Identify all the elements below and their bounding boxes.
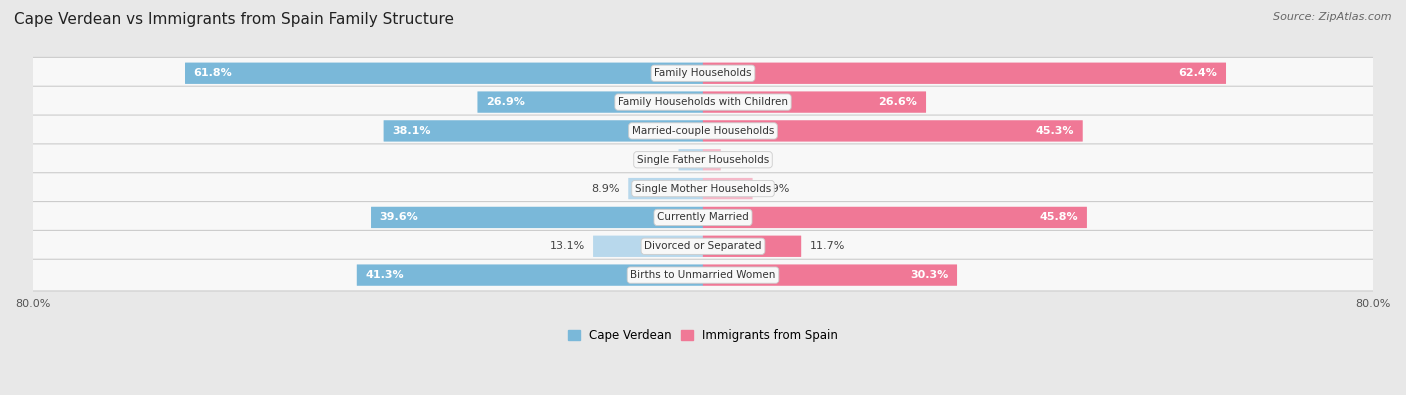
Text: Divorced or Separated: Divorced or Separated — [644, 241, 762, 251]
FancyBboxPatch shape — [24, 86, 1382, 118]
FancyBboxPatch shape — [384, 120, 703, 141]
FancyBboxPatch shape — [186, 62, 703, 84]
Text: 45.8%: 45.8% — [1040, 213, 1078, 222]
Text: 30.3%: 30.3% — [910, 270, 949, 280]
Text: Source: ZipAtlas.com: Source: ZipAtlas.com — [1274, 12, 1392, 22]
Text: 11.7%: 11.7% — [810, 241, 845, 251]
Text: 26.6%: 26.6% — [879, 97, 918, 107]
FancyBboxPatch shape — [703, 91, 927, 113]
Text: Cape Verdean vs Immigrants from Spain Family Structure: Cape Verdean vs Immigrants from Spain Fa… — [14, 12, 454, 27]
FancyBboxPatch shape — [703, 235, 801, 257]
Text: Married-couple Households: Married-couple Households — [631, 126, 775, 136]
Text: Single Mother Households: Single Mother Households — [636, 184, 770, 194]
Text: 61.8%: 61.8% — [194, 68, 232, 78]
FancyBboxPatch shape — [24, 115, 1382, 147]
FancyBboxPatch shape — [478, 91, 703, 113]
FancyBboxPatch shape — [24, 57, 1382, 89]
Text: 39.6%: 39.6% — [380, 213, 419, 222]
FancyBboxPatch shape — [24, 201, 1382, 233]
Text: Family Households: Family Households — [654, 68, 752, 78]
Text: 38.1%: 38.1% — [392, 126, 430, 136]
FancyBboxPatch shape — [703, 149, 721, 170]
Text: 5.9%: 5.9% — [761, 184, 789, 194]
Text: 8.9%: 8.9% — [592, 184, 620, 194]
FancyBboxPatch shape — [628, 178, 703, 199]
FancyBboxPatch shape — [24, 173, 1382, 205]
FancyBboxPatch shape — [24, 144, 1382, 176]
FancyBboxPatch shape — [703, 264, 957, 286]
Text: Family Households with Children: Family Households with Children — [619, 97, 787, 107]
Legend: Cape Verdean, Immigrants from Spain: Cape Verdean, Immigrants from Spain — [568, 329, 838, 342]
FancyBboxPatch shape — [703, 207, 1087, 228]
Text: 2.9%: 2.9% — [641, 155, 671, 165]
FancyBboxPatch shape — [703, 120, 1083, 141]
Text: 26.9%: 26.9% — [486, 97, 524, 107]
Text: 62.4%: 62.4% — [1178, 68, 1218, 78]
FancyBboxPatch shape — [371, 207, 703, 228]
Text: 2.1%: 2.1% — [728, 155, 758, 165]
Text: Single Father Households: Single Father Households — [637, 155, 769, 165]
FancyBboxPatch shape — [703, 178, 752, 199]
FancyBboxPatch shape — [24, 259, 1382, 291]
FancyBboxPatch shape — [357, 264, 703, 286]
FancyBboxPatch shape — [679, 149, 703, 170]
Text: 13.1%: 13.1% — [550, 241, 585, 251]
FancyBboxPatch shape — [703, 62, 1226, 84]
FancyBboxPatch shape — [24, 230, 1382, 262]
FancyBboxPatch shape — [593, 235, 703, 257]
Text: Currently Married: Currently Married — [657, 213, 749, 222]
Text: 45.3%: 45.3% — [1036, 126, 1074, 136]
Text: Births to Unmarried Women: Births to Unmarried Women — [630, 270, 776, 280]
Text: 41.3%: 41.3% — [366, 270, 404, 280]
